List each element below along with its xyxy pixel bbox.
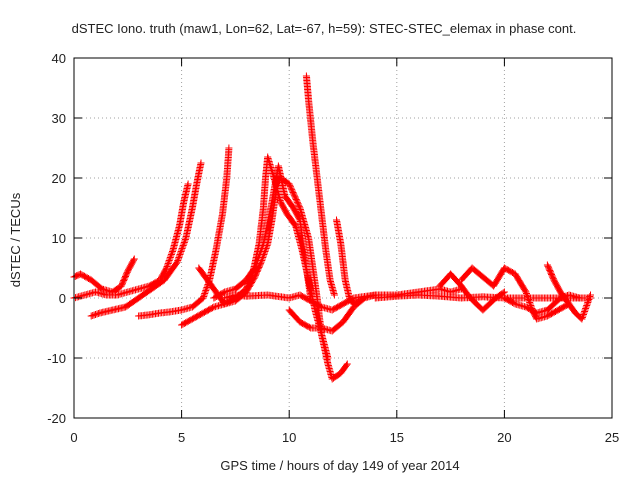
x-tick-label: 10: [282, 430, 296, 445]
y-tick-label: 40: [52, 51, 66, 66]
y-tick-label: -10: [47, 351, 66, 366]
data-series-4: [135, 144, 233, 320]
chart-title: dSTEC Iono. truth (maw1, Lon=62, Lat=-67…: [72, 21, 577, 36]
data-series-16: [371, 291, 594, 302]
data-series-2: [70, 180, 192, 302]
data-series-13: [457, 264, 573, 323]
x-tick-label: 15: [390, 430, 404, 445]
x-tick-label: 20: [497, 430, 511, 445]
x-tick-label: 5: [178, 430, 185, 445]
y-tick-label: 30: [52, 111, 66, 126]
y-tick-label: -20: [47, 411, 66, 426]
x-tick-label: 25: [605, 430, 619, 445]
x-axis-label: GPS time / hours of day 149 of year 2014: [220, 458, 459, 473]
y-tick-label: 10: [52, 231, 66, 246]
data-series-10: [221, 285, 465, 314]
data-series-9: [333, 216, 364, 308]
data-series-7: [210, 162, 315, 302]
data-series-11: [285, 291, 379, 335]
data-series-8: [302, 72, 338, 299]
y-tick-label: 0: [59, 291, 66, 306]
y-tick-label: 20: [52, 171, 66, 186]
axis-ticks: 0 5 10 15 20 25 -20 -10 0 10 20 30 40: [47, 51, 619, 445]
data-points: [70, 72, 594, 383]
y-axis-label: dSTEC / TECUs: [8, 192, 23, 287]
data-series-3: [87, 159, 205, 320]
x-tick-label: 0: [70, 430, 77, 445]
